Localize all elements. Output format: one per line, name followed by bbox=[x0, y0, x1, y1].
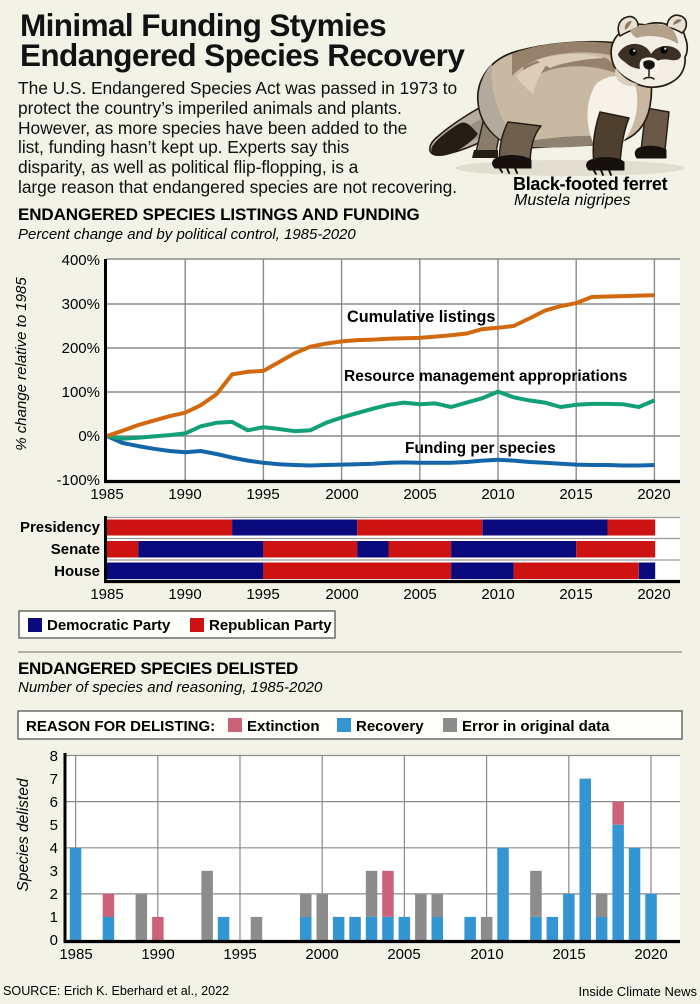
svg-text:5: 5 bbox=[50, 817, 58, 834]
svg-text:3: 3 bbox=[50, 863, 58, 880]
svg-text:2010: 2010 bbox=[470, 946, 503, 963]
svg-text:1995: 1995 bbox=[246, 486, 279, 503]
svg-text:2020: 2020 bbox=[637, 486, 670, 503]
svg-text:2020: 2020 bbox=[634, 946, 667, 963]
svg-text:1995: 1995 bbox=[223, 946, 256, 963]
svg-text:200%: 200% bbox=[62, 340, 100, 357]
svg-text:% change relative to 1985: % change relative to 1985 bbox=[13, 277, 30, 451]
svg-text:1: 1 bbox=[50, 909, 58, 926]
svg-text:300%: 300% bbox=[62, 296, 100, 313]
svg-text:2005: 2005 bbox=[387, 946, 420, 963]
svg-text:Cumulative listings: Cumulative listings bbox=[347, 308, 495, 326]
svg-text:Presidency: Presidency bbox=[20, 519, 101, 536]
svg-text:Republican Party: Republican Party bbox=[209, 617, 332, 634]
svg-text:House: House bbox=[54, 563, 100, 580]
svg-text:1990: 1990 bbox=[141, 946, 174, 963]
svg-text:Recovery: Recovery bbox=[356, 718, 424, 735]
svg-text:400%: 400% bbox=[62, 252, 100, 269]
svg-text:2005: 2005 bbox=[403, 586, 436, 603]
svg-text:6: 6 bbox=[50, 794, 58, 811]
svg-text:2015: 2015 bbox=[559, 586, 592, 603]
svg-text:2005: 2005 bbox=[403, 486, 436, 503]
svg-text:Democratic Party: Democratic Party bbox=[47, 617, 171, 634]
svg-text:Error in original data: Error in original data bbox=[462, 718, 610, 735]
svg-text:100%: 100% bbox=[62, 384, 100, 401]
svg-text:2010: 2010 bbox=[481, 486, 514, 503]
svg-text:1990: 1990 bbox=[168, 586, 201, 603]
svg-text:Species delisted: Species delisted bbox=[15, 777, 32, 891]
svg-text:2000: 2000 bbox=[325, 486, 358, 503]
svg-text:Senate: Senate bbox=[51, 541, 100, 558]
svg-text:2000: 2000 bbox=[305, 946, 338, 963]
svg-text:REASON FOR DELISTING:: REASON FOR DELISTING: bbox=[26, 718, 215, 735]
svg-text:2020: 2020 bbox=[637, 586, 670, 603]
svg-text:Resource management appropriat: Resource management appropriations bbox=[344, 368, 627, 385]
svg-text:2015: 2015 bbox=[559, 486, 592, 503]
svg-text:1985: 1985 bbox=[90, 586, 123, 603]
svg-text:1990: 1990 bbox=[168, 486, 201, 503]
svg-text:1985: 1985 bbox=[90, 486, 123, 503]
svg-text:2015: 2015 bbox=[552, 946, 585, 963]
svg-text:2010: 2010 bbox=[481, 586, 514, 603]
svg-text:1995: 1995 bbox=[246, 586, 279, 603]
svg-text:1985: 1985 bbox=[59, 946, 92, 963]
svg-text:-100%: -100% bbox=[57, 472, 100, 489]
svg-text:4: 4 bbox=[50, 840, 58, 857]
svg-text:7: 7 bbox=[50, 771, 58, 788]
svg-text:0: 0 bbox=[50, 932, 58, 949]
svg-text:2000: 2000 bbox=[325, 586, 358, 603]
svg-text:2: 2 bbox=[50, 886, 58, 903]
svg-text:8: 8 bbox=[50, 748, 58, 765]
svg-text:Funding per species: Funding per species bbox=[405, 440, 556, 457]
svg-text:0%: 0% bbox=[78, 428, 100, 445]
svg-text:Extinction: Extinction bbox=[247, 718, 320, 735]
